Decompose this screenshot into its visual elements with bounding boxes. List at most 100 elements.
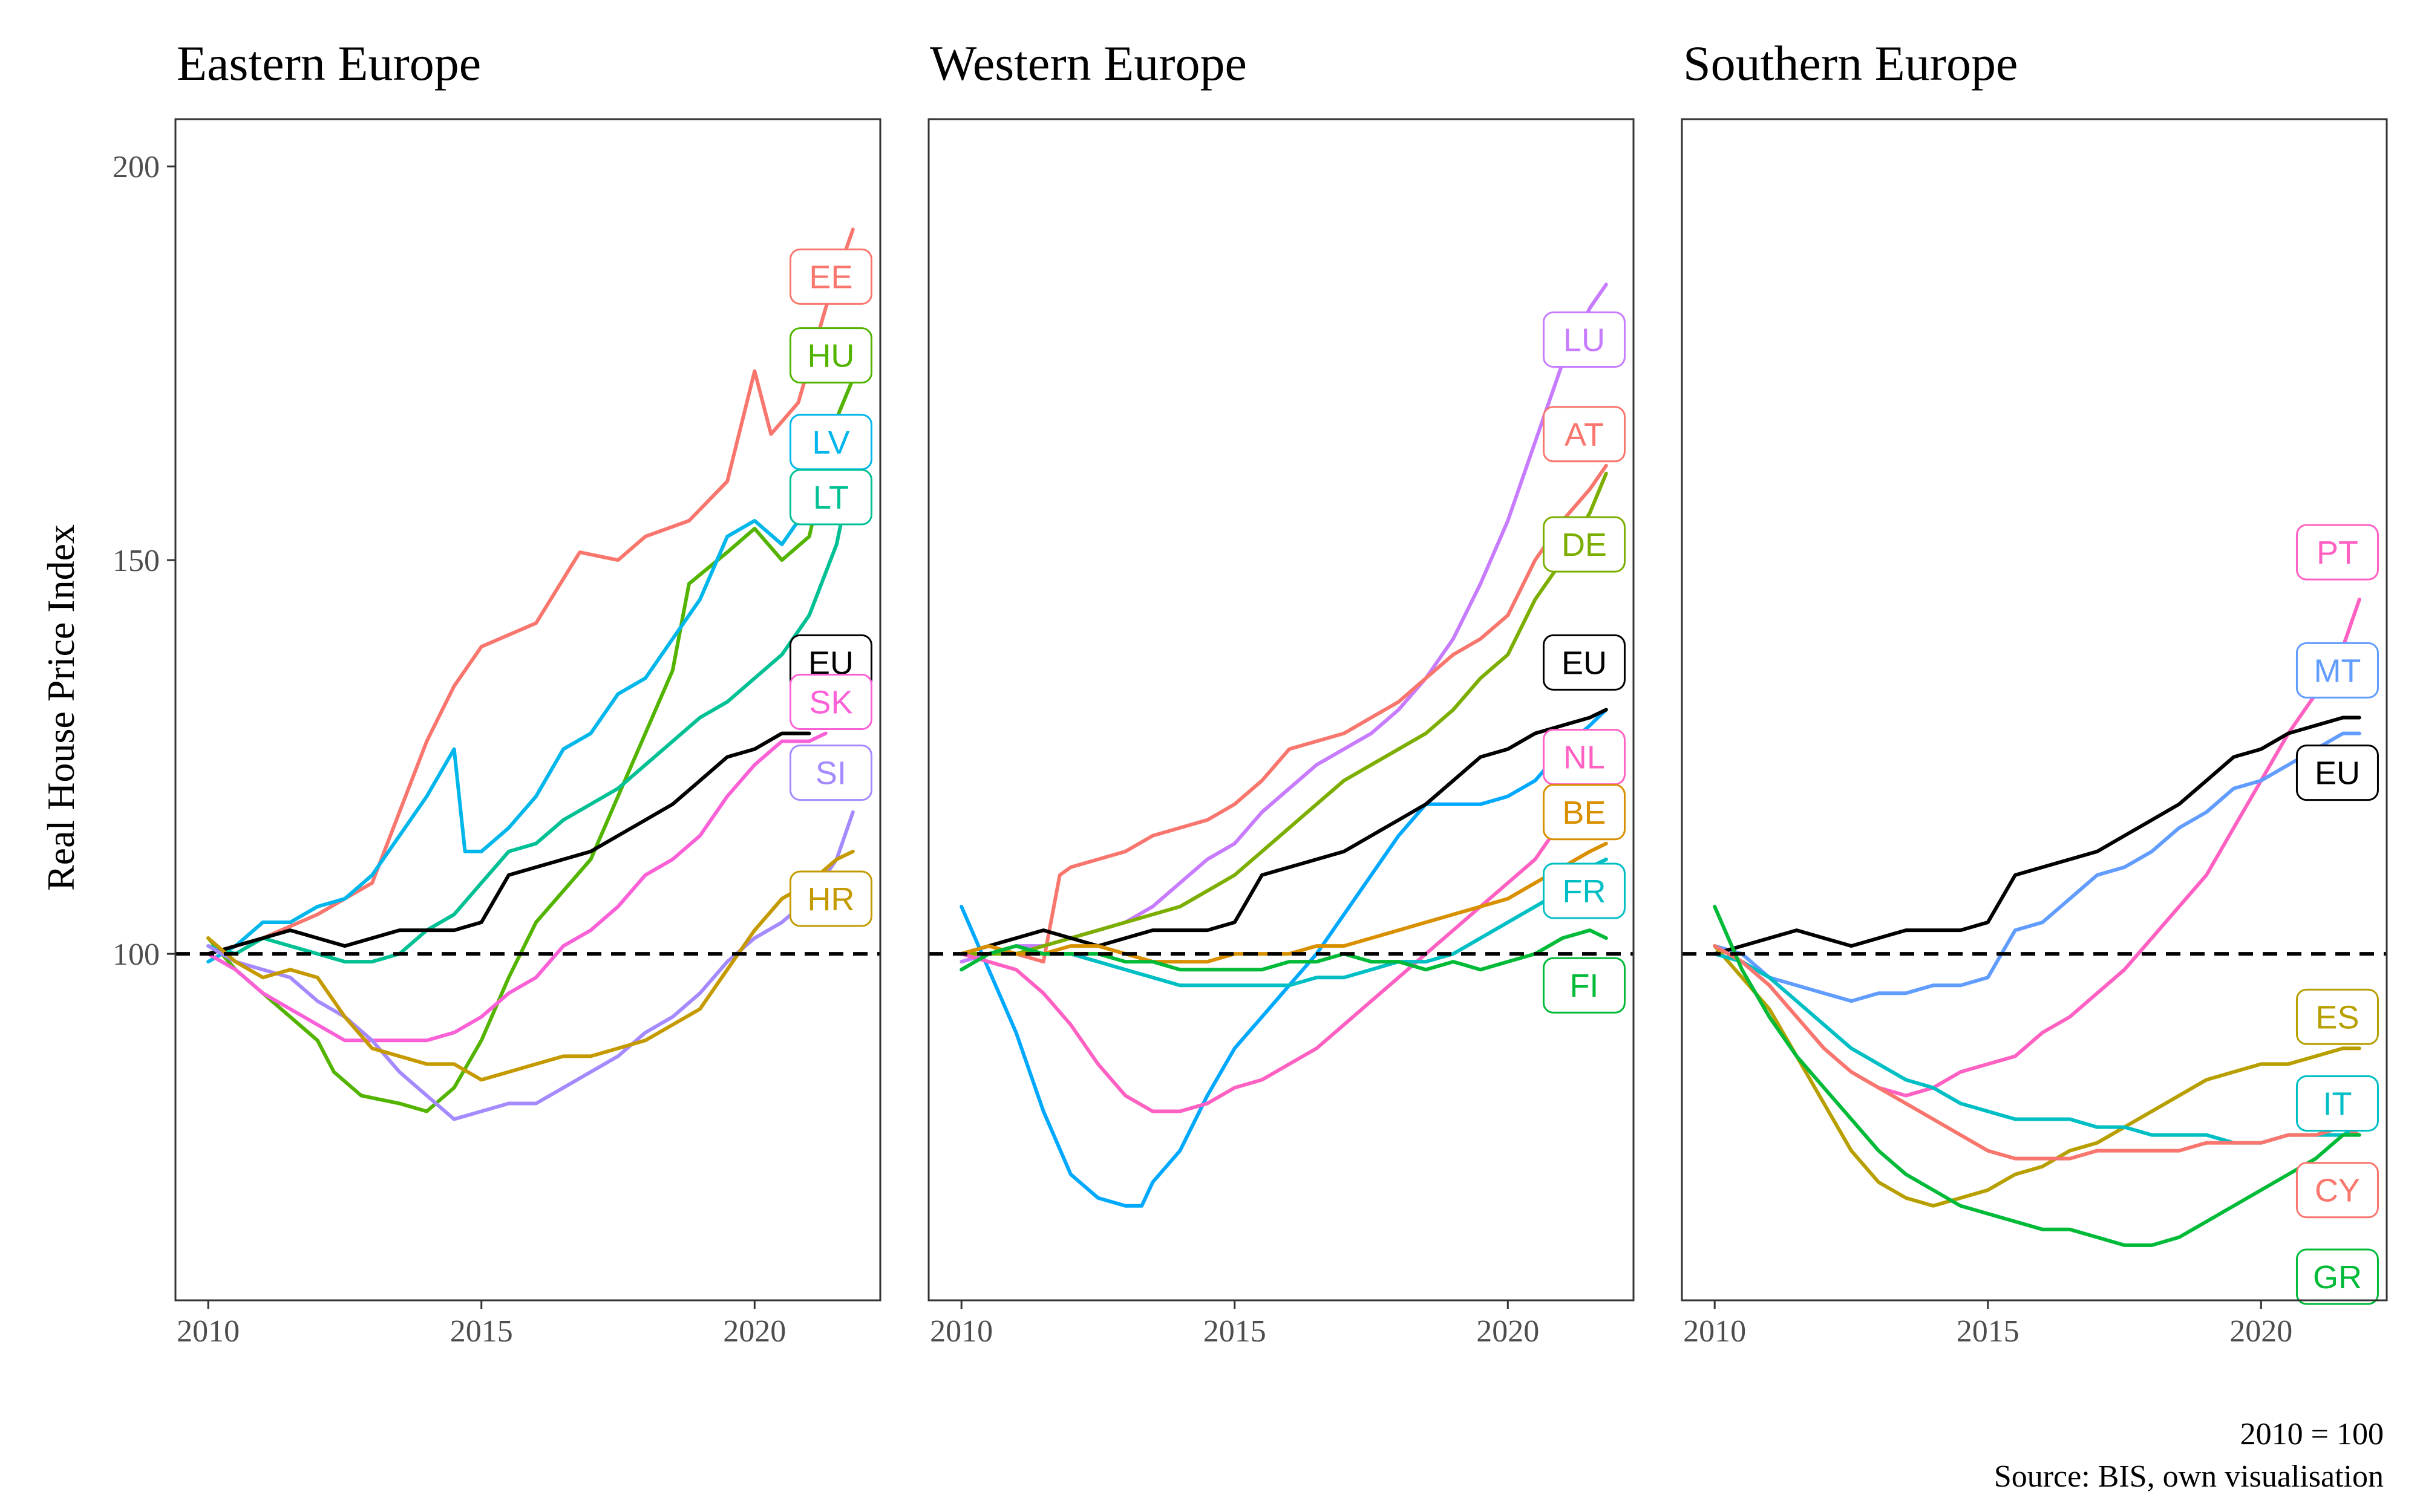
series-label-box	[2295, 642, 2379, 699]
series-label-text: MT	[2314, 653, 2361, 689]
series-label-text: SI	[816, 755, 846, 792]
panel-border-southern-europe	[1681, 118, 2388, 1302]
series-label-box	[2295, 1162, 2379, 1219]
series-label-text: NL	[1563, 740, 1605, 776]
series-line-western-europe-be	[960, 841, 1608, 964]
x-tick-label-southern-europe-2010: 2010	[1683, 1314, 1746, 1349]
caption-line-1: 2010 = 100	[2240, 1417, 2384, 1452]
series-label-western-europe-eu: EU	[1542, 634, 1626, 691]
series-label-box	[1542, 862, 1626, 919]
series-label-box	[1542, 634, 1626, 691]
series-label-text: AT	[1565, 417, 1604, 453]
series-label-text: FI	[1569, 968, 1598, 1004]
y-tick-label-150: 150	[113, 544, 160, 578]
series-label-southern-europe-eu: EU	[2295, 745, 2379, 801]
series-line-southern-europe-eu	[1713, 715, 2361, 956]
series-group-southern-europe	[1713, 598, 2361, 1247]
series-label-text: GR	[2313, 1259, 2362, 1295]
panel-title-western-europe: Western Europe	[930, 36, 1247, 91]
x-tick-label-western-europe-2020: 2020	[1476, 1314, 1539, 1349]
series-label-box	[2295, 745, 2379, 801]
series-label-eastern-europe-si: SI	[789, 745, 872, 801]
series-label-box	[789, 745, 872, 801]
series-label-southern-europe-gr: GR	[2295, 1248, 2379, 1305]
series-label-box	[789, 469, 872, 526]
series-label-box	[789, 673, 872, 730]
series-line-western-europe-ie	[960, 708, 1608, 1208]
series-line-western-europe-eu	[960, 708, 1608, 956]
series-group-western-europe	[960, 282, 1608, 1208]
series-label-box	[789, 327, 872, 384]
panel-title-southern-europe: Southern Europe	[1683, 36, 2018, 91]
caption-line-2: Source: BIS, own visualisation	[1994, 1459, 2384, 1494]
series-line-eastern-europe-ee	[206, 227, 855, 956]
y-tick-label-100: 100	[113, 937, 160, 972]
series-label-western-europe-fi: FI	[1542, 957, 1626, 1014]
series-line-southern-europe-mt	[1713, 731, 2361, 1003]
x-tick-label-western-europe-2010: 2010	[930, 1314, 993, 1349]
series-line-eastern-europe-si	[206, 810, 855, 1121]
panel-title-eastern-europe: Eastern Europe	[177, 36, 481, 91]
series-line-western-europe-nl	[960, 747, 1608, 1113]
x-tick-label-southern-europe-2020: 2020	[2229, 1314, 2292, 1349]
panel-border-eastern-europe	[174, 118, 881, 1302]
series-label-western-europe-nl: NL	[1542, 729, 1626, 786]
series-label-text: HR	[807, 881, 854, 917]
series-label-text: LU	[1563, 322, 1605, 359]
series-line-western-europe-fi	[960, 928, 1608, 972]
series-label-text: BE	[1562, 795, 1606, 831]
series-label-box	[2295, 988, 2379, 1045]
series-label-western-europe-be: BE	[1542, 784, 1626, 841]
x-tick-label-western-europe-2015: 2015	[1203, 1314, 1266, 1349]
x-tick-label-eastern-europe-2020: 2020	[723, 1314, 786, 1349]
x-tick-label-southern-europe-2015: 2015	[1957, 1314, 2019, 1349]
series-label-eastern-europe-ee: EE	[789, 248, 872, 305]
series-line-eastern-europe-hr	[206, 849, 855, 1082]
panels-group: Eastern Europe 100 150 200 2010 2015 2020 EE HU L…	[113, 36, 2388, 1349]
series-label-box	[2295, 1075, 2379, 1132]
series-label-eastern-europe-sk: SK	[789, 673, 872, 730]
series-group-eastern-europe	[206, 227, 855, 1121]
series-line-western-europe-at	[960, 463, 1608, 964]
series-line-southern-europe-cy	[1713, 944, 2361, 1161]
series-label-text: IT	[2323, 1086, 2352, 1123]
series-label-text: ES	[2315, 999, 2359, 1035]
series-line-eastern-europe-lt	[206, 463, 855, 964]
series-line-eastern-europe-lv	[206, 479, 855, 964]
series-label-southern-europe-pt: PT	[2295, 524, 2379, 581]
series-line-southern-europe-gr	[1713, 905, 2361, 1247]
y-axis-title: Real House Price Index	[39, 524, 82, 891]
series-line-eastern-europe-eu	[206, 731, 811, 956]
x-tick-label-eastern-europe-2010: 2010	[177, 1314, 240, 1349]
series-label-western-europe-de: DE	[1542, 516, 1626, 573]
panel-southern-europe: Southern Europe 2010 2015 2020 PT MT EU ES IT CY G…	[1681, 36, 2388, 1349]
panel-western-europe: Western Europe 2010 2015 2020 LU AT DE EU NL BE FR…	[927, 36, 1635, 1349]
series-label-western-europe-at: AT	[1542, 406, 1626, 463]
series-label-box	[1542, 311, 1626, 368]
series-label-eastern-europe-hr: HR	[789, 870, 872, 927]
series-label-text: EE	[809, 259, 852, 295]
series-label-text: PT	[2317, 535, 2358, 571]
series-label-box	[2295, 524, 2379, 581]
series-line-eastern-europe-sk	[206, 731, 828, 1043]
series-label-eastern-europe-hu: HU	[789, 327, 872, 384]
y-tick-label-200: 200	[113, 150, 160, 184]
panel-border-western-europe	[927, 118, 1635, 1302]
series-label-text: EU	[1562, 645, 1607, 681]
series-label-southern-europe-mt: MT	[2295, 642, 2379, 699]
series-label-text: EU	[2315, 755, 2360, 792]
series-label-text: FR	[1562, 873, 1606, 910]
series-label-western-europe-lu: LU	[1542, 311, 1626, 368]
series-label-box	[789, 870, 872, 927]
series-label-text: LT	[813, 480, 849, 516]
series-label-box	[1542, 957, 1626, 1014]
series-label-text: SK	[809, 684, 852, 720]
series-label-southern-europe-es: ES	[2295, 988, 2379, 1045]
series-label-text: DE	[1562, 527, 1607, 563]
series-label-eastern-europe-lt: LT	[789, 469, 872, 526]
series-label-southern-europe-it: IT	[2295, 1075, 2379, 1132]
panel-eastern-europe: Eastern Europe 100 150 200 2010 2015 2020 EE HU L…	[113, 36, 881, 1349]
series-label-box	[789, 248, 872, 305]
series-label-box	[1542, 784, 1626, 841]
